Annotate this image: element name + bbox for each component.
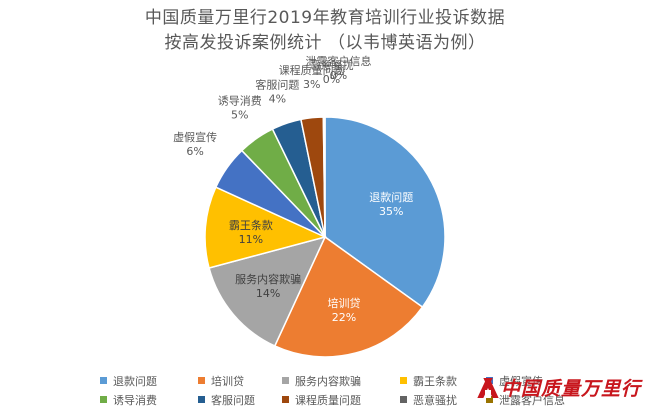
legend-swatch-8 — [282, 396, 289, 403]
legend-swatch-1 — [100, 377, 107, 384]
legend-label-6: 诱导消费 — [113, 393, 157, 407]
chart-title-line-2: 按高发投诉案例统计 （以韦博英语为例） — [164, 33, 486, 53]
slice-label-9: 恶意骚扰 — [310, 58, 354, 72]
legend-swatch-3 — [282, 377, 289, 384]
legend-item-1: 退款问题 — [100, 372, 198, 389]
pie-slice-3 — [208, 235, 327, 347]
slice-percent-8: 3% — [303, 78, 320, 91]
legend-label-4: 霸王条款 — [413, 374, 457, 388]
slice-label-6: 诱导消费 — [218, 94, 262, 108]
watermark-text: 中国质量万里行 — [501, 378, 642, 400]
chart-title: 中国质量万里行2019年教育培训行业投诉数据 按高发投诉案例统计 （以韦博英语为… — [0, 6, 650, 56]
legend-item-10: 泄露客户信息 — [486, 391, 565, 408]
slice-label-3: 服务内容欺骗 — [235, 272, 301, 286]
legend-swatch-9 — [400, 396, 407, 403]
slice-label-7: 客服问题 — [255, 78, 299, 92]
legend-label-10: 泄露客户信息 — [499, 393, 565, 407]
legend-swatch-2 — [198, 377, 205, 384]
legend-label-8: 课程质量问题 — [295, 393, 361, 407]
legend-item-8: 课程质量问题 — [282, 391, 400, 408]
legend-label-2: 培训贷 — [211, 374, 244, 388]
legend-item-4: 霸王条款 — [400, 372, 486, 389]
slice-label-10: 泄露客户信息 — [306, 54, 372, 68]
slice-percent-2: 22% — [332, 311, 356, 324]
slice-percent-4: 11% — [239, 233, 263, 246]
slice-label-8: 课程质量问题 — [279, 64, 345, 77]
slice-percent-9: 0% — [323, 73, 340, 86]
legend-item-7: 客服问题 — [198, 391, 282, 408]
pie-slice-4 — [204, 186, 328, 269]
legend-item-9: 恶意骚扰 — [400, 391, 486, 408]
chart-legend: 退款问题 培训贷 服务内容欺骗 霸王条款 虚假宣传诱导消费 客服问题 课程质量问题 恶意骚扰 泄… — [100, 372, 565, 408]
legend-item-3: 服务内容欺骗 — [282, 372, 400, 389]
legend-swatch-4 — [400, 377, 407, 384]
slice-percent-10: 0% — [330, 69, 347, 82]
legend-label-7: 客服问题 — [211, 393, 255, 407]
legend-swatch-7 — [198, 396, 205, 403]
slice-percent-6: 5% — [231, 109, 248, 122]
legend-label-5: 虚假宣传 — [499, 374, 543, 388]
slice-percent-5: 6% — [186, 145, 203, 158]
legend-label-9: 恶意骚扰 — [413, 393, 457, 407]
legend-item-6: 诱导消费 — [100, 391, 198, 408]
legend-swatch-6 — [100, 396, 107, 403]
pie-slice-10 — [323, 116, 326, 238]
slice-label-4: 霸王条款 — [229, 218, 273, 232]
chart-title-line-1: 中国质量万里行2019年教育培训行业投诉数据 — [144, 8, 506, 28]
watermark-logo: 中国质量万里行 — [477, 374, 642, 401]
pie-slice-1 — [324, 116, 446, 309]
legend-item-2: 培训贷 — [198, 372, 282, 389]
slice-percent-7: 4% — [269, 93, 286, 106]
slice-percent-1: 35% — [379, 205, 403, 218]
brand-mark-icon — [477, 376, 499, 400]
slice-label-2: 培训贷 — [327, 296, 360, 310]
legend-label-3: 服务内容欺骗 — [295, 374, 361, 388]
slice-label-5: 虚假宣传 — [173, 130, 217, 144]
legend-swatch-10 — [486, 396, 493, 403]
legend-label-1: 退款问题 — [113, 374, 157, 388]
slice-percent-3: 14% — [256, 287, 280, 300]
slice-label-1: 退款问题 — [369, 190, 413, 204]
